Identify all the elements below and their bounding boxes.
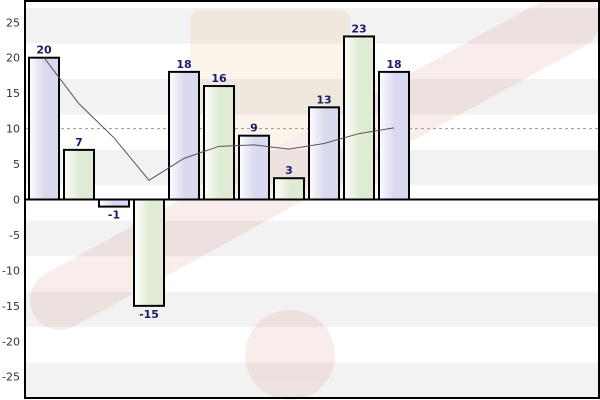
y-tick-label: 15 — [6, 87, 20, 100]
y-tick-label: -10 — [2, 264, 20, 277]
plot-frame — [24, 0, 600, 399]
y-tick-label: 20 — [6, 52, 20, 65]
y-tick-label: 0 — [13, 194, 20, 207]
data-label: 13 — [316, 93, 331, 106]
data-label: 7 — [75, 136, 83, 149]
bar-highlight — [170, 72, 185, 199]
y-tick-label: -25 — [2, 371, 20, 384]
bar-highlight — [275, 179, 290, 199]
y-tick-label: 10 — [6, 123, 20, 136]
bar-highlight — [65, 150, 80, 199]
grid-band — [25, 8, 599, 44]
y-tick-label: 5 — [13, 158, 20, 171]
grid-band — [25, 362, 599, 398]
data-label: 23 — [351, 22, 366, 35]
y-tick-label: -5 — [9, 229, 20, 242]
y-axis-ticks: -25 -20 -15 -10 -5 0 5 10 15 20 25 — [2, 16, 20, 383]
y-tick-label: -15 — [2, 300, 20, 313]
data-labels: 20 7 -1 -15 18 16 9 3 13 23 18 — [36, 22, 401, 320]
y-tick-label: 25 — [6, 16, 20, 29]
y-tick-label: -20 — [2, 335, 20, 348]
bar-highlight — [380, 72, 395, 199]
data-label: 18 — [176, 58, 191, 71]
bar-highlight — [135, 200, 150, 305]
bar-highlight — [310, 108, 325, 199]
data-label: 18 — [386, 58, 401, 71]
data-label: -15 — [139, 308, 159, 321]
bars — [28, 35, 410, 307]
bar-highlight — [30, 58, 45, 199]
data-label: -1 — [108, 209, 120, 222]
bar-highlight — [100, 200, 115, 206]
grid-band — [25, 220, 599, 257]
bar-highlight — [345, 37, 360, 199]
grid-band — [25, 291, 599, 328]
data-label: 3 — [285, 164, 293, 177]
trend-line — [43, 57, 395, 182]
data-label: 16 — [211, 72, 227, 85]
bar-highlight — [205, 87, 220, 199]
data-label: 20 — [36, 44, 52, 57]
data-label: 9 — [250, 122, 258, 135]
bar-highlight — [240, 136, 255, 199]
